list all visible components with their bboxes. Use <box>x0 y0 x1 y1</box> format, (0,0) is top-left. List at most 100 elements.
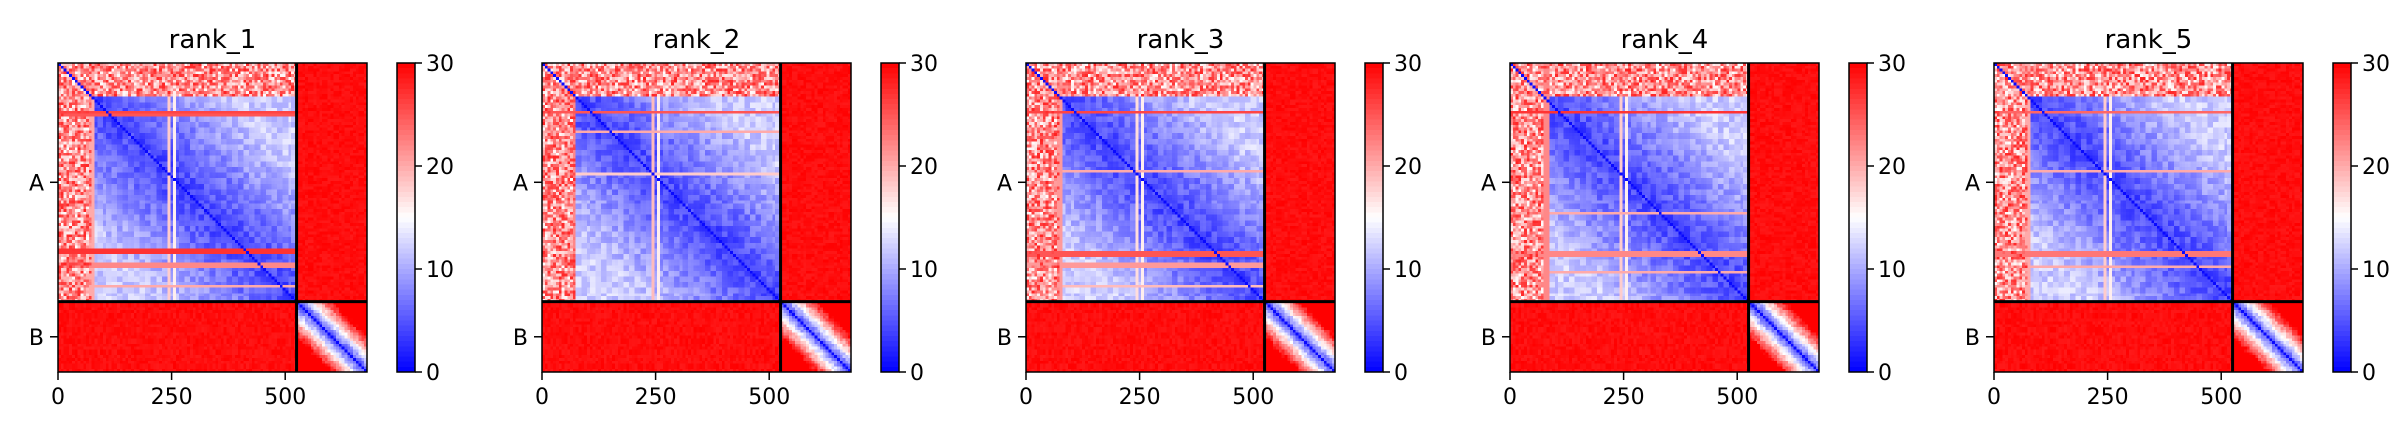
heatmap-cell <box>95 83 98 86</box>
heatmap-cell <box>173 128 176 131</box>
heatmap-cell <box>89 85 92 88</box>
heatmap-cell <box>154 83 157 86</box>
heatmap-cell <box>92 69 95 72</box>
heatmap-cell <box>64 91 67 94</box>
heatmap-cell <box>308 122 311 125</box>
heatmap-cell <box>162 130 165 133</box>
heatmap-cell <box>179 114 182 117</box>
heatmap-cell <box>238 116 241 119</box>
heatmap-cell <box>201 94 204 97</box>
heatmap-cell <box>345 91 348 94</box>
heatmap-cell <box>156 83 159 86</box>
heatmap-cell <box>179 122 182 125</box>
heatmap-cell <box>328 122 331 125</box>
heatmap-cell <box>75 102 78 105</box>
heatmap-cell <box>173 133 176 136</box>
heatmap-cell <box>114 102 117 105</box>
heatmap-cell <box>128 105 131 108</box>
heatmap-cell <box>66 136 69 139</box>
heatmap-cell <box>243 108 246 111</box>
heatmap-cell <box>162 136 165 139</box>
heatmap-cell <box>232 88 235 91</box>
heatmap-cell <box>72 130 75 133</box>
heatmap-cell <box>92 77 95 80</box>
heatmap-cell <box>145 142 148 145</box>
heatmap-cell <box>151 97 154 100</box>
heatmap-cell <box>257 66 260 69</box>
heatmap-cell <box>148 91 151 94</box>
heatmap-cell <box>221 116 224 119</box>
heatmap-cell <box>187 130 190 133</box>
heatmap-cell <box>210 111 213 114</box>
heatmap-cell <box>162 83 165 86</box>
heatmap-cell <box>134 105 137 108</box>
heatmap-cell <box>308 66 311 69</box>
heatmap-cell <box>139 114 142 117</box>
heatmap-cell <box>187 94 190 97</box>
heatmap-cell <box>266 119 269 122</box>
heatmap-cell <box>241 142 244 145</box>
heatmap-cell <box>78 69 81 72</box>
heatmap-cell <box>61 130 64 133</box>
heatmap-cell <box>336 136 339 139</box>
heatmap-cell <box>238 150 241 153</box>
heatmap-cell <box>342 83 345 86</box>
heatmap-cell <box>196 133 199 136</box>
heatmap-cell <box>319 108 322 111</box>
heatmap-cell <box>325 108 328 111</box>
heatmap-cell <box>361 108 364 111</box>
heatmap-cell <box>106 80 109 83</box>
heatmap-cell <box>69 144 72 147</box>
heatmap-cell <box>128 142 131 145</box>
heatmap-cell <box>201 91 204 94</box>
heatmap-cell <box>266 136 269 139</box>
heatmap-cell <box>274 142 277 145</box>
heatmap-cell <box>235 111 238 114</box>
heatmap-cell <box>78 142 81 145</box>
heatmap-cell <box>131 111 134 114</box>
heatmap-cell <box>103 77 106 80</box>
heatmap-cell <box>227 97 230 100</box>
heatmap-cell <box>342 142 345 145</box>
heatmap-cell <box>109 108 112 111</box>
heatmap-cell <box>269 139 272 142</box>
heatmap-cell <box>125 97 128 100</box>
heatmap-cell <box>269 142 272 145</box>
heatmap-cell <box>139 108 142 111</box>
heatmap-cell <box>72 114 75 117</box>
heatmap-cell <box>283 147 286 150</box>
heatmap-cell <box>235 91 238 94</box>
heatmap-cell <box>190 83 193 86</box>
heatmap-cell <box>193 71 196 74</box>
heatmap-cell <box>173 94 176 97</box>
heatmap-cell <box>148 116 151 119</box>
heatmap-cell <box>232 130 235 133</box>
heatmap-cell <box>198 139 201 142</box>
heatmap-cell <box>198 144 201 147</box>
heatmap-cell <box>179 77 182 80</box>
heatmap-cell <box>232 66 235 69</box>
heatmap-cell <box>221 105 224 108</box>
heatmap-cell <box>280 142 283 145</box>
heatmap-cell <box>117 122 120 125</box>
heatmap-cell <box>83 119 86 122</box>
heatmap-cell <box>134 85 137 88</box>
heatmap-cell <box>78 147 81 150</box>
heatmap-cell <box>235 77 238 80</box>
heatmap-cell <box>78 83 81 86</box>
heatmap-cell <box>162 133 165 136</box>
heatmap-cell <box>86 133 89 136</box>
heatmap-cell <box>235 116 238 119</box>
heatmap-cell <box>269 102 272 105</box>
heatmap-cell <box>342 74 345 77</box>
heatmap-cell <box>325 128 328 131</box>
heatmap-cell <box>238 66 241 69</box>
heatmap-cell <box>80 102 83 105</box>
heatmap-cell <box>269 128 272 131</box>
heatmap-cell <box>72 150 75 153</box>
heatmap-cell <box>179 116 182 119</box>
heatmap-cell <box>269 77 272 80</box>
heatmap-cell <box>328 114 331 117</box>
heatmap-cell <box>213 97 216 100</box>
heatmap-cell <box>196 69 199 72</box>
